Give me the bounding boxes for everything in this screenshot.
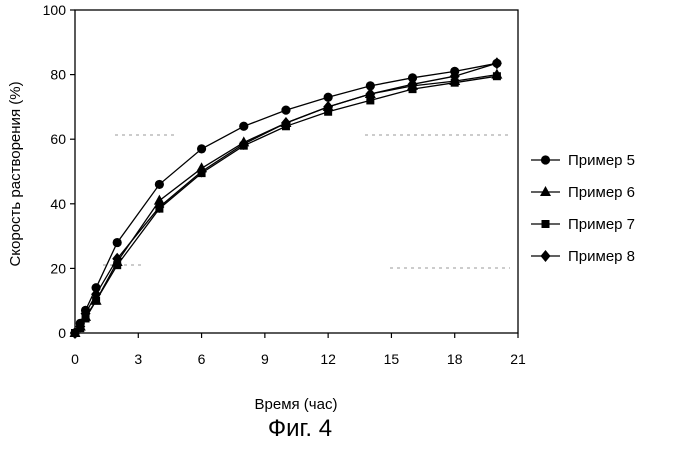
scan-noise-dashes <box>103 135 510 268</box>
figure-caption: Фиг. 4 <box>0 415 600 443</box>
data-point-circle <box>155 180 164 189</box>
legend-item: Пример 6 <box>531 184 635 201</box>
data-point-diamond <box>492 57 502 69</box>
plot-frame <box>75 10 518 333</box>
data-point-circle <box>239 122 248 131</box>
legend-label: Пример 6 <box>568 184 635 201</box>
x-tick-label: 21 <box>510 351 526 367</box>
x-tick-label: 3 <box>134 351 142 367</box>
legend-item: Пример 8 <box>531 248 635 265</box>
y-tick-label: 0 <box>58 325 66 341</box>
legend-label: Пример 5 <box>568 152 635 169</box>
series-circle <box>70 59 501 338</box>
y-tick-label: 100 <box>43 2 67 18</box>
legend-label: Пример 7 <box>568 216 635 233</box>
series-line <box>75 63 497 333</box>
x-tick-label: 6 <box>198 351 206 367</box>
y-axis-title: Скорость растворения (%) <box>7 81 24 266</box>
y-tick-label: 80 <box>50 67 66 83</box>
x-tick-label: 0 <box>71 351 79 367</box>
x-tick-label: 18 <box>447 351 463 367</box>
axes: 0 20 40 60 80 100 0 3 6 9 12 15 18 21 <box>43 2 526 367</box>
legend-marker-square <box>542 220 550 228</box>
x-tick-label: 12 <box>320 351 336 367</box>
legend-item: Пример 7 <box>531 216 635 233</box>
y-tick-label: 20 <box>50 260 66 276</box>
series-layer <box>70 57 503 339</box>
data-point-circle <box>197 144 206 153</box>
legend-item: Пример 5 <box>531 152 635 169</box>
series-line <box>75 63 497 333</box>
data-point-circle <box>281 106 290 115</box>
legend-label: Пример 8 <box>568 248 635 265</box>
x-tick-label: 15 <box>384 351 400 367</box>
series-diamond <box>70 57 502 339</box>
legend-marker-triangle <box>540 186 551 196</box>
data-point-circle <box>113 238 122 247</box>
legend-marker-circle <box>541 155 550 164</box>
legend: Пример 5 Пример 6 Пример 7 Пример 8 <box>531 152 635 265</box>
x-tick-label: 9 <box>261 351 269 367</box>
data-point-circle <box>324 93 333 102</box>
y-tick-label: 60 <box>50 131 66 147</box>
legend-marker-diamond <box>541 250 551 262</box>
data-point-square <box>493 72 501 80</box>
y-tick-label: 40 <box>50 196 66 212</box>
x-axis-title: Время (час) <box>255 396 338 413</box>
